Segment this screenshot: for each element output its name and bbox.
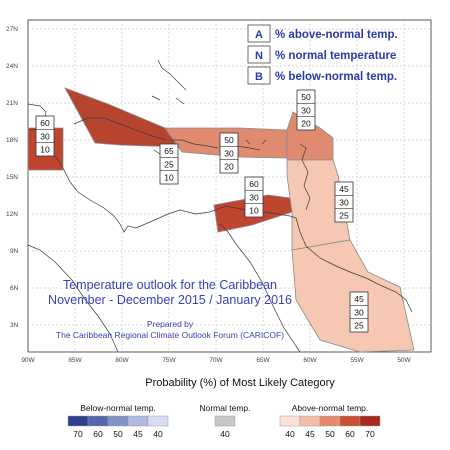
lon-label: 75W — [162, 357, 176, 364]
prob-normal: 25 — [164, 159, 174, 169]
lon-label: 80W — [115, 357, 129, 364]
credit-line-2: The Caribbean Regional Climate Outlook F… — [56, 330, 284, 340]
latitude-labels: 27N 24N 21N 18N 15N 12N 9N 6N 3N — [6, 26, 19, 329]
legend-swatch — [67, 415, 89, 427]
legend-tick: 40 — [153, 429, 163, 439]
prob-above: 50 — [301, 92, 311, 102]
legend-below-swatches — [67, 415, 169, 427]
prob-box-region-2: 50 30 20 — [219, 132, 239, 174]
prob-below: 20 — [224, 162, 234, 172]
prob-box-region-4: 60 30 10 — [244, 176, 264, 218]
legend-tick: 45 — [305, 429, 315, 439]
key-letter-n: N — [255, 50, 263, 62]
legend-tick: 70 — [365, 429, 375, 439]
lon-label: 50W — [397, 357, 411, 364]
prob-normal: 30 — [354, 307, 364, 317]
probability-boxes: 60 30 10 65 25 10 50 30 20 50 30 20 — [35, 89, 369, 333]
prob-above: 65 — [164, 146, 174, 156]
legend-caption: Probability (%) of Most Likely Category — [145, 377, 335, 389]
prob-above: 60 — [249, 179, 259, 189]
legend-swatch — [319, 415, 341, 427]
legend-swatch — [359, 415, 381, 427]
legend-tick: 40 — [285, 429, 295, 439]
legend-swatch — [214, 415, 236, 427]
key-text-b: % below-normal temp. — [275, 71, 397, 83]
lat-label: 3N — [10, 322, 19, 329]
key-box-b — [247, 66, 271, 85]
prob-box-region-6: 45 30 25 — [349, 291, 369, 333]
prob-normal: 30 — [249, 192, 259, 202]
category-key: A N B % above-normal temp. % normal temp… — [247, 24, 398, 85]
prob-normal: 30 — [224, 148, 234, 158]
legend-above-title: Above-normal temp. — [292, 403, 369, 413]
prob-below: 25 — [339, 211, 349, 221]
credit-line-1: Prepared by — [147, 319, 194, 329]
lon-label: 65W — [256, 357, 270, 364]
prob-below: 10 — [40, 145, 50, 155]
key-letter-b: B — [255, 71, 263, 83]
key-box-a — [247, 24, 271, 43]
lat-label: 9N — [10, 248, 19, 255]
legend-tick: 50 — [325, 429, 335, 439]
lat-label: 6N — [10, 285, 19, 292]
legend-swatch — [87, 415, 109, 427]
lon-label: 60W — [303, 357, 317, 364]
prob-box-region-3: 50 30 20 — [296, 89, 316, 131]
prob-below: 10 — [164, 173, 174, 183]
prob-below: 10 — [249, 206, 259, 216]
lon-label: 90W — [21, 357, 35, 364]
prob-normal: 30 — [339, 197, 349, 207]
legend-above-swatches — [279, 415, 381, 427]
longitude-labels: 90W 85W 80W 75W 70W 65W 60W 55W 50W — [21, 357, 411, 364]
legend-tick: 60 — [345, 429, 355, 439]
legend-normal-title: Normal temp. — [199, 403, 250, 413]
legend-tick: 60 — [93, 429, 103, 439]
color-legend: Probability (%) of Most Likely Category … — [67, 377, 381, 439]
lat-label: 21N — [6, 100, 18, 107]
legend-swatch — [279, 415, 301, 427]
lat-label: 15N — [6, 174, 18, 181]
legend-swatch — [299, 415, 321, 427]
map-title: Temperature outlook for the Caribbean No… — [48, 278, 292, 340]
prob-above: 45 — [354, 294, 364, 304]
prob-above: 45 — [339, 184, 349, 194]
lon-label: 85W — [68, 357, 82, 364]
title-line-1: Temperature outlook for the Caribbean — [63, 278, 277, 292]
prob-above: 50 — [224, 135, 234, 145]
lat-label: 18N — [6, 137, 18, 144]
key-letter-a: A — [255, 29, 263, 41]
lat-label: 12N — [6, 211, 18, 218]
legend-tick: 45 — [133, 429, 143, 439]
coastlines — [27, 59, 413, 353]
legend-below-title: Below-normal temp. — [80, 403, 156, 413]
prob-normal: 30 — [301, 105, 311, 115]
key-text-n: % normal temperature — [275, 50, 396, 62]
prob-above: 60 — [40, 118, 50, 128]
legend-swatch — [107, 415, 129, 427]
title-line-2: November - December 2015 / January 2016 — [48, 293, 292, 307]
key-box-n — [247, 45, 271, 64]
legend-tick: 70 — [73, 429, 83, 439]
lon-label: 55W — [350, 357, 364, 364]
legend-swatch — [127, 415, 149, 427]
prob-normal: 30 — [40, 131, 50, 141]
legend-swatch — [339, 415, 361, 427]
legend-tick: 50 — [113, 429, 123, 439]
lat-label: 27N — [6, 26, 18, 33]
legend-swatch — [147, 415, 169, 427]
lon-label: 70W — [209, 357, 223, 364]
prob-below: 20 — [301, 119, 311, 129]
prob-box-region-1: 65 25 10 — [159, 143, 179, 185]
lat-label: 24N — [6, 63, 18, 70]
key-text-a: % above-normal temp. — [275, 29, 398, 41]
prob-box-region-0: 60 30 10 — [35, 115, 55, 157]
legend-tick: 40 — [220, 429, 230, 439]
prob-below: 25 — [354, 321, 364, 331]
prob-box-region-5: 45 30 25 — [334, 181, 354, 223]
